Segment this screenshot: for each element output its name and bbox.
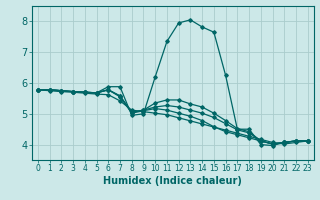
- X-axis label: Humidex (Indice chaleur): Humidex (Indice chaleur): [103, 176, 242, 186]
